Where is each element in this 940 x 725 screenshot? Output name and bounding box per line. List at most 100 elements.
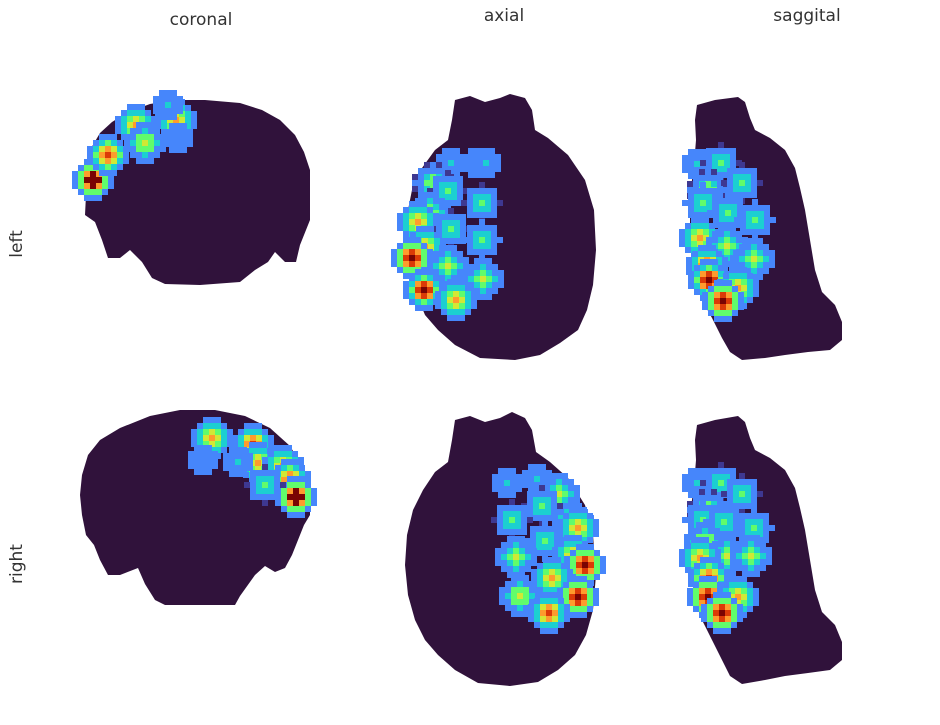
- blob-pixel: [747, 273, 753, 279]
- blob-pixel: [142, 128, 148, 134]
- blob-pixel: [255, 460, 261, 466]
- blob-pixel: [175, 123, 181, 129]
- blob-pixel: [753, 594, 759, 600]
- blob-pixel: [757, 256, 763, 262]
- blob-pixel: [581, 606, 587, 612]
- blob-pixel: [542, 526, 548, 532]
- blob-pixel: [142, 122, 148, 128]
- blob-pixel: [529, 581, 535, 587]
- blob-pixel: [467, 206, 473, 212]
- blob-pixel: [558, 553, 564, 559]
- blob-pixel: [191, 429, 197, 435]
- blob-pixel: [421, 249, 427, 255]
- blob-pixel: [465, 291, 471, 297]
- blob-pixel: [491, 237, 497, 243]
- blob-pixel: [555, 569, 561, 575]
- blob-pixel: [569, 612, 575, 618]
- blob-pixel: [194, 445, 200, 451]
- blob-pixel: [96, 177, 102, 183]
- blob-pixel: [707, 616, 713, 622]
- blob-pixel: [576, 550, 582, 556]
- blob-pixel: [529, 599, 535, 605]
- blob-pixel: [682, 480, 688, 486]
- blob-pixel: [730, 160, 736, 166]
- blob-pixel: [262, 464, 268, 470]
- blob-pixel: [747, 600, 753, 606]
- blob-pixel: [739, 250, 745, 256]
- blob-pixel: [564, 535, 570, 541]
- blob-pixel: [133, 110, 139, 116]
- blob-pixel: [247, 465, 253, 471]
- blob-pixel: [747, 582, 753, 588]
- blob-pixel: [467, 225, 473, 231]
- blob-pixel: [694, 575, 700, 581]
- blob-pixel: [280, 451, 286, 457]
- blob-pixel: [709, 507, 715, 513]
- blob-pixel: [711, 588, 717, 594]
- blob-pixel: [555, 581, 561, 587]
- blob-pixel: [751, 192, 757, 198]
- blob-pixel: [534, 482, 540, 488]
- blob-pixel: [447, 291, 453, 297]
- blob-pixel: [527, 517, 533, 523]
- blob-pixel: [148, 128, 154, 134]
- blob-pixel: [531, 548, 537, 554]
- blob-pixel: [700, 499, 706, 505]
- blob-pixel: [479, 249, 485, 255]
- blob-pixel: [268, 482, 274, 488]
- blob-pixel: [739, 485, 745, 491]
- blob-pixel: [504, 468, 510, 474]
- blob-pixel: [293, 500, 299, 506]
- blob-pixel: [702, 522, 708, 528]
- blob-pixel: [409, 287, 415, 293]
- blob-pixel: [451, 275, 457, 281]
- blob-pixel: [549, 581, 555, 587]
- blob-pixel: [445, 204, 451, 210]
- blob-pixel: [403, 267, 409, 273]
- blob-pixel: [760, 541, 766, 547]
- blob-pixel: [479, 219, 485, 225]
- column-title-coronal: coronal: [169, 10, 233, 30]
- blob-pixel: [485, 225, 491, 231]
- blob-pixel: [754, 571, 760, 577]
- blob-pixel: [752, 229, 758, 235]
- blob-pixel: [711, 489, 717, 495]
- blob-pixel: [741, 267, 747, 273]
- blob-pixel: [739, 479, 745, 485]
- blob-pixel: [451, 200, 457, 206]
- blob-pixel: [72, 177, 78, 183]
- blob-pixel: [165, 90, 171, 96]
- blob-pixel: [498, 492, 504, 498]
- blob-pixel: [688, 474, 694, 480]
- blob-pixel: [457, 200, 463, 206]
- blob-pixel: [539, 485, 545, 491]
- blob-pixel: [124, 146, 130, 152]
- blob-pixel: [188, 463, 194, 469]
- blob-pixel: [519, 560, 525, 566]
- blob-pixel: [427, 219, 433, 225]
- blob-pixel: [716, 257, 722, 263]
- blob-pixel: [468, 276, 474, 282]
- blob-pixel: [739, 519, 745, 525]
- blob-pixel: [486, 294, 492, 300]
- blob-pixel: [99, 158, 105, 164]
- blob-pixel: [497, 237, 503, 243]
- blob-pixel: [227, 441, 233, 447]
- blob-pixel: [268, 470, 274, 476]
- blob-pixel: [111, 146, 117, 152]
- blob-pixel: [766, 559, 772, 565]
- blob-pixel: [548, 538, 554, 544]
- blob-pixel: [556, 473, 562, 479]
- blob-pixel: [256, 423, 262, 429]
- blob-pixel: [715, 513, 721, 519]
- blob-pixel: [587, 594, 593, 600]
- activation-blob: [223, 447, 253, 477]
- blob-pixel: [274, 476, 280, 482]
- blob-pixel: [733, 256, 739, 262]
- blob-pixel: [540, 464, 546, 470]
- blob-pixel: [688, 492, 694, 498]
- blob-pixel: [588, 550, 594, 556]
- blob-pixel: [534, 610, 540, 616]
- blob-pixel: [515, 517, 521, 523]
- blob-pixel: [697, 543, 703, 549]
